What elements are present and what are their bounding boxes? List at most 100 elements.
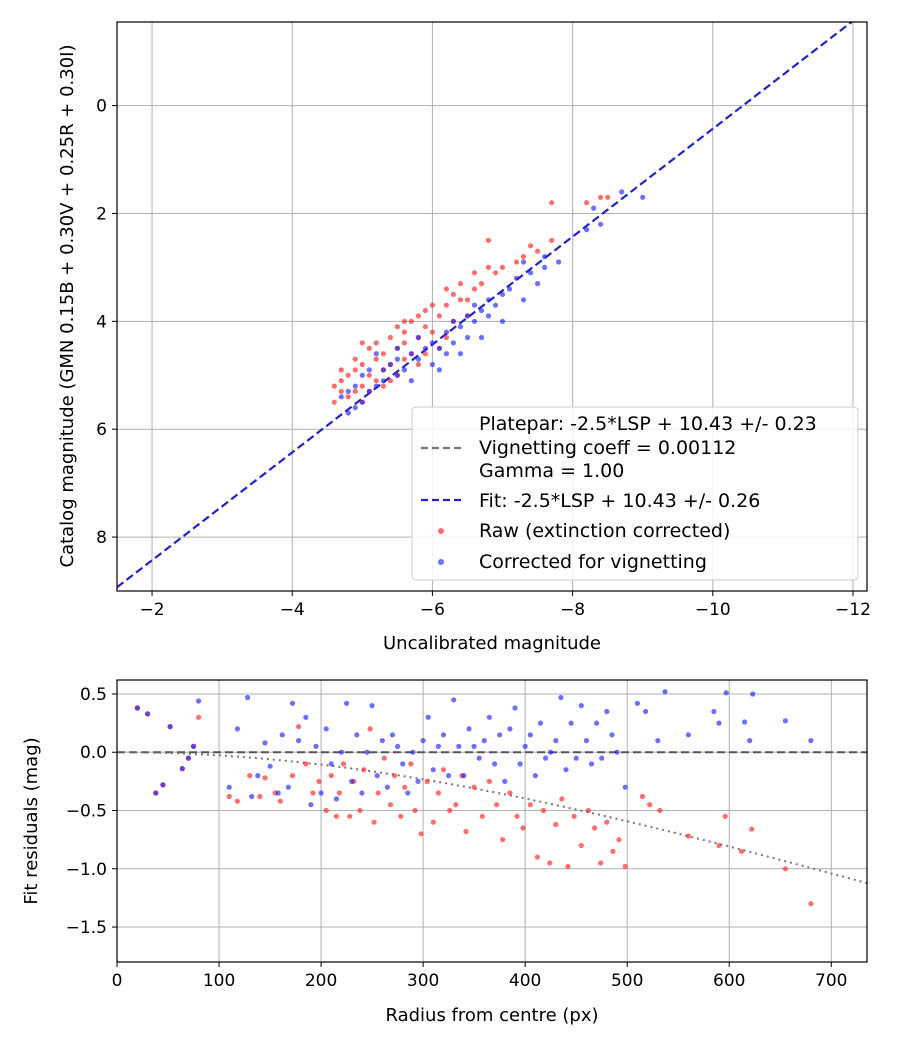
data-point — [578, 842, 584, 849]
data-point — [542, 254, 548, 260]
data-point — [485, 313, 492, 319]
data-point — [450, 318, 456, 324]
data-point — [622, 863, 628, 870]
residuals-x-ticks: 0 100 200 300 400 500 600 700 — [112, 962, 848, 991]
data-point — [380, 378, 386, 384]
data-point — [354, 732, 360, 738]
residual-corrected-series — [134, 689, 814, 808]
data-point — [808, 738, 814, 744]
data-point — [371, 819, 377, 825]
data-point — [749, 826, 755, 832]
data-point — [527, 802, 533, 808]
data-point — [685, 732, 692, 738]
y-tick-label: 0.5 — [80, 685, 107, 705]
data-point — [471, 302, 478, 308]
data-point — [279, 732, 285, 738]
data-point — [366, 388, 372, 394]
data-point — [196, 714, 202, 720]
data-point — [639, 793, 646, 800]
legend-platepar: Platepar: -2.5*LSP + 10.43 +/- 0.23 — [479, 413, 817, 435]
data-point — [528, 270, 534, 276]
data-point — [634, 700, 641, 706]
y-tick-label: 8 — [96, 528, 107, 548]
data-point — [507, 726, 513, 732]
data-point — [782, 866, 789, 872]
data-point — [313, 743, 319, 750]
data-point — [520, 259, 527, 265]
data-point — [381, 755, 387, 761]
data-point — [499, 264, 506, 270]
fit-line — [117, 22, 854, 589]
data-point — [478, 307, 485, 314]
calibration-y-label: Catalog magnitude (GMN 0.15B + 0.30V + 0… — [57, 44, 78, 567]
residuals-y-ticks: 0.5 0.0 −0.5 −1.0 −1.5 — [66, 685, 117, 938]
data-point — [167, 724, 173, 730]
data-point — [486, 714, 492, 720]
data-point — [366, 367, 372, 373]
data-point — [418, 831, 424, 837]
data-point — [747, 738, 753, 744]
x-tick-label: −6 — [420, 600, 445, 620]
data-point — [610, 848, 616, 854]
legend-fit: Fit: -2.5*LSP + 10.43 +/- 0.26 — [479, 490, 760, 512]
data-point — [583, 738, 590, 744]
data-point — [457, 324, 464, 330]
data-point — [394, 356, 400, 362]
data-point — [349, 778, 355, 785]
data-point — [333, 813, 339, 819]
data-point — [249, 793, 255, 800]
data-point — [422, 345, 428, 351]
data-point — [532, 773, 539, 779]
y-tick-label: 4 — [96, 312, 107, 332]
data-point — [499, 318, 506, 324]
residuals-plot-frame — [116, 679, 868, 963]
data-point — [429, 340, 435, 346]
data-point — [373, 351, 379, 357]
legend-raw: Raw (extinction corrected) — [479, 520, 730, 542]
data-point — [443, 302, 449, 308]
data-point — [808, 901, 814, 907]
data-point — [401, 340, 407, 346]
data-point — [563, 767, 569, 773]
data-point — [559, 796, 565, 802]
data-point — [447, 807, 453, 814]
data-point — [375, 790, 381, 796]
data-point — [347, 813, 353, 819]
data-point — [435, 743, 441, 750]
data-point — [422, 351, 428, 357]
data-point — [285, 784, 291, 790]
data-point — [514, 813, 520, 819]
x-tick-label: 200 — [305, 971, 337, 991]
x-tick-label: 600 — [713, 971, 745, 991]
data-point — [512, 705, 518, 711]
data-point — [598, 221, 604, 227]
data-point — [520, 297, 527, 303]
data-point — [226, 784, 232, 790]
data-point — [604, 708, 610, 715]
x-tick-label: 500 — [611, 971, 643, 991]
data-point — [443, 286, 449, 292]
legend-vignetting: Vignetting coeff = 0.00112 — [479, 437, 736, 459]
data-point — [145, 711, 151, 717]
data-point — [591, 205, 597, 211]
data-point — [359, 790, 365, 796]
data-point — [160, 782, 166, 788]
data-point — [275, 790, 281, 796]
data-point — [522, 743, 528, 750]
data-point — [716, 842, 722, 849]
data-point — [387, 378, 393, 384]
data-point — [492, 270, 499, 276]
data-point — [323, 807, 329, 814]
data-point — [614, 749, 620, 755]
data-point — [517, 761, 523, 767]
data-point — [316, 778, 322, 785]
data-point — [528, 243, 534, 249]
data-point — [723, 690, 729, 696]
data-point — [446, 773, 452, 779]
data-point — [352, 356, 358, 362]
data-point — [464, 334, 471, 341]
data-point — [738, 848, 745, 854]
data-point — [331, 383, 337, 389]
data-point — [549, 200, 555, 206]
data-point — [415, 356, 421, 362]
